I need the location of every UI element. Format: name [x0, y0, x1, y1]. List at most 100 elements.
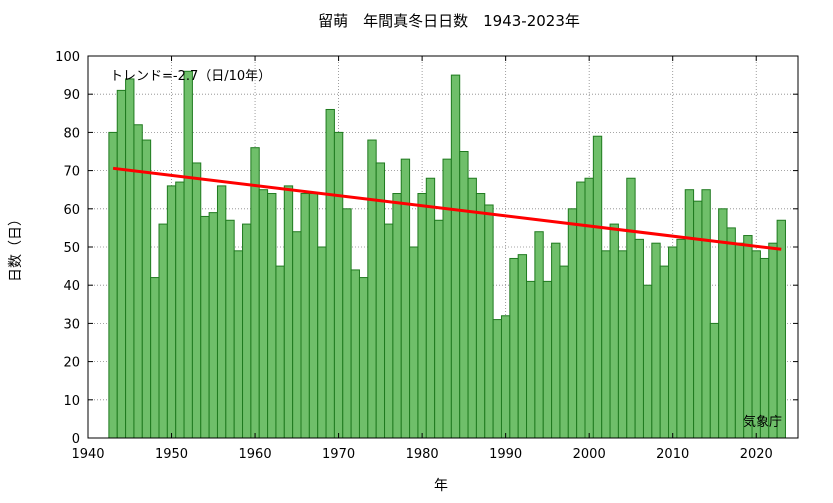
bar	[751, 250, 761, 439]
x-tick-label: 1960	[239, 447, 272, 462]
bar	[467, 177, 477, 439]
bar	[726, 227, 736, 439]
bar	[434, 219, 444, 439]
y-tick-label: 10	[63, 394, 80, 409]
bar	[459, 151, 469, 439]
x-tick-label: 1990	[489, 447, 522, 462]
y-tick-label: 100	[55, 50, 80, 65]
x-axis: 1940 1950 1960 1970 1980 1990 2000 2010 2020	[71, 56, 773, 462]
y-tick-label: 80	[63, 126, 80, 141]
bar	[242, 223, 252, 439]
bar	[542, 280, 553, 439]
bar	[592, 135, 603, 439]
x-tick-label: 1980	[406, 447, 439, 462]
bar	[175, 181, 185, 439]
bar	[417, 193, 427, 439]
bar	[709, 322, 720, 439]
y-axis-label: 日数（日）	[8, 212, 24, 282]
bar	[267, 193, 277, 439]
bar	[183, 70, 193, 439]
y-tick-label: 70	[63, 165, 80, 180]
bar	[233, 250, 244, 439]
bar	[450, 74, 461, 439]
bar	[668, 246, 678, 439]
bar	[526, 280, 536, 439]
bar	[141, 139, 152, 439]
bar	[208, 212, 218, 439]
bar	[216, 185, 227, 439]
bar	[191, 162, 202, 439]
bar	[108, 131, 118, 439]
bar	[275, 265, 285, 439]
bar	[684, 189, 695, 439]
bar	[409, 246, 419, 439]
y-tick-label: 90	[63, 88, 80, 103]
bar	[642, 284, 653, 439]
bar	[475, 193, 486, 439]
source-label: 気象庁	[743, 414, 782, 430]
bar	[734, 242, 745, 439]
bar	[551, 242, 561, 439]
x-tick-label: 1950	[155, 447, 188, 462]
y-tick-label: 60	[63, 203, 80, 218]
y-tick-label: 40	[63, 279, 80, 294]
chart-title: 留萌 年間真冬日日数 1943-2023年	[318, 12, 580, 30]
bar	[584, 177, 594, 439]
x-tick-label: 2000	[573, 447, 606, 462]
bar	[500, 315, 511, 439]
bar	[325, 108, 335, 439]
bar	[350, 269, 360, 439]
bar	[392, 193, 402, 439]
bar	[492, 319, 502, 439]
bar	[150, 277, 160, 439]
bar	[776, 219, 786, 439]
bar	[659, 265, 670, 439]
bar	[484, 204, 494, 439]
bar	[576, 181, 586, 439]
bar	[701, 189, 711, 439]
bar	[651, 242, 661, 439]
bar	[358, 277, 369, 439]
bar	[342, 208, 352, 439]
bar	[534, 231, 544, 439]
bar	[567, 208, 578, 439]
y-axis: 0 10 20 30 40 50 60 70 80 90 100	[55, 50, 798, 447]
x-tick-label: 1940	[71, 447, 104, 462]
x-axis-label: 年	[434, 478, 448, 494]
bar	[250, 147, 260, 439]
bar	[626, 177, 636, 439]
bar	[308, 193, 319, 439]
bar	[601, 250, 611, 439]
trend-label: トレンド=-2.7（日/10年）	[110, 69, 271, 84]
bar	[768, 242, 778, 439]
bar	[509, 257, 519, 439]
bar	[300, 193, 310, 439]
bar	[384, 223, 394, 439]
bar	[743, 235, 753, 439]
bar	[166, 185, 177, 439]
bar	[283, 185, 294, 439]
bar	[609, 223, 619, 439]
bar	[225, 219, 235, 439]
bar	[258, 189, 269, 439]
bar	[317, 246, 327, 439]
bar	[442, 158, 452, 439]
trend-line	[112, 166, 782, 251]
bar	[400, 158, 411, 439]
bar	[200, 215, 210, 439]
bar	[617, 250, 628, 439]
x-tick-label: 2020	[740, 447, 773, 462]
bar	[517, 254, 528, 439]
bar	[425, 177, 436, 439]
x-tick-label: 2010	[656, 447, 689, 462]
y-tick-label: 30	[63, 317, 80, 332]
bar	[759, 257, 770, 439]
trend	[112, 166, 782, 251]
bar	[116, 89, 127, 439]
y-tick-label: 50	[63, 241, 80, 256]
bar	[559, 265, 569, 439]
bar	[375, 162, 386, 439]
bar	[333, 131, 344, 439]
bar	[292, 231, 302, 439]
